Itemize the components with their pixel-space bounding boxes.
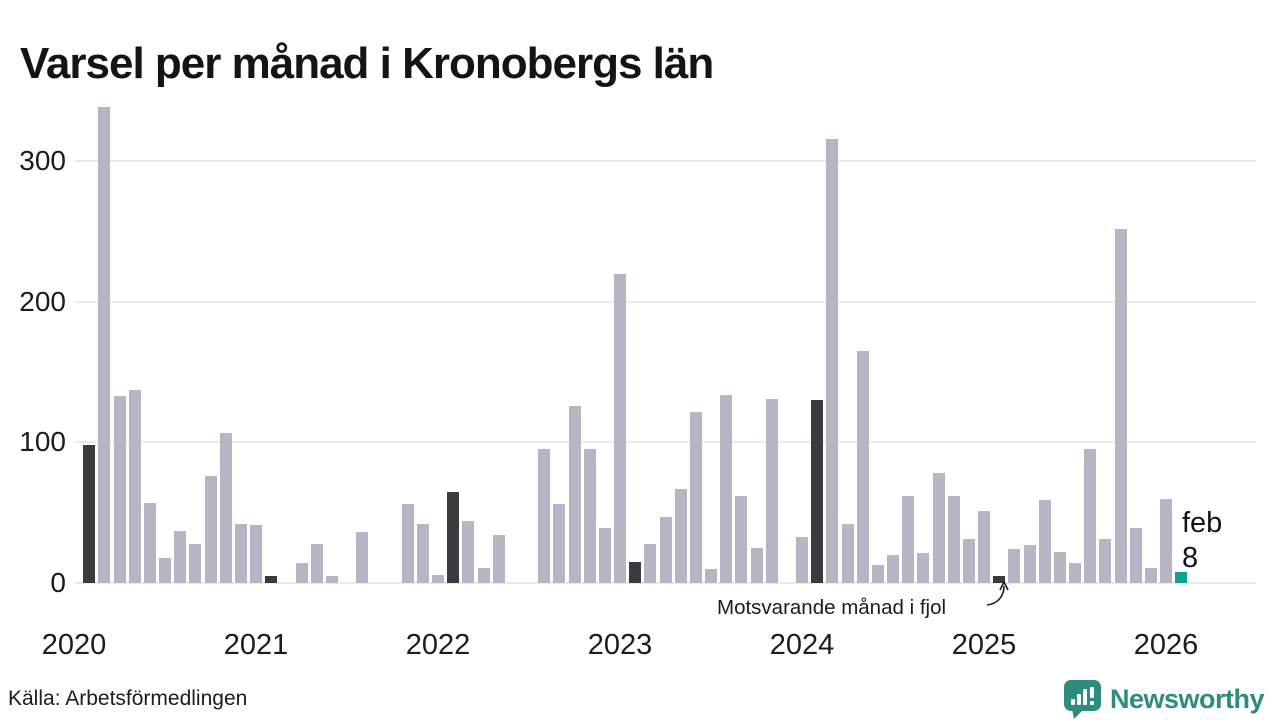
bar-2025-03 xyxy=(1008,549,1020,583)
bar-2020-12 xyxy=(235,524,247,583)
bar-2023-02 xyxy=(629,562,641,583)
newsworthy-logo: Newsworthy xyxy=(1063,680,1265,719)
y-axis-tick-label-0: 0 xyxy=(50,567,66,598)
bar-2021-11 xyxy=(402,504,414,583)
newsworthy-logo-text: Newsworthy xyxy=(1109,684,1265,714)
bar-2023-06 xyxy=(690,412,702,583)
bar-2025-01 xyxy=(978,511,990,583)
bar-2025-08 xyxy=(1084,449,1096,583)
x-axis-tick-label-2023: 2023 xyxy=(587,629,653,661)
bar-2020-02 xyxy=(83,445,95,583)
bar-2022-10 xyxy=(569,406,581,583)
bar-2023-08 xyxy=(720,395,732,583)
bar-2025-11 xyxy=(1130,528,1142,583)
bar-2025-10 xyxy=(1115,229,1127,583)
gridline-100 xyxy=(75,441,1256,444)
bar-2024-04 xyxy=(842,524,854,583)
bar-2024-06 xyxy=(872,565,884,583)
bar-2024-07 xyxy=(887,555,899,583)
bar-2020-03 xyxy=(98,107,110,583)
bar-2023-04 xyxy=(660,517,672,583)
bar-2022-02 xyxy=(447,492,459,583)
x-axis-tick-label-2025: 2025 xyxy=(951,629,1017,661)
current-point-value: 8 xyxy=(1182,541,1199,574)
y-axis-tick-label-200: 200 xyxy=(19,285,66,317)
bar-2020-04 xyxy=(114,396,126,583)
annotation-arrow xyxy=(986,580,1009,606)
bar-2020-08 xyxy=(174,531,186,583)
y-axis-tick-label-100: 100 xyxy=(19,426,66,458)
bar-2023-10 xyxy=(751,548,763,583)
x-axis-tick-label-2021: 2021 xyxy=(223,629,289,661)
bar-2025-12 xyxy=(1145,568,1157,583)
bar-2025-09 xyxy=(1099,539,1111,583)
bar-2020-11 xyxy=(220,433,232,583)
bar-2021-01 xyxy=(250,525,262,583)
bar-2022-04 xyxy=(478,568,490,583)
bar-2021-08 xyxy=(356,532,368,583)
bar-2020-05 xyxy=(129,390,141,583)
bar-2021-06 xyxy=(326,576,338,583)
bar-2020-06 xyxy=(144,503,156,583)
bar-2020-09 xyxy=(189,544,201,583)
bar-2025-06 xyxy=(1054,552,1066,583)
bar-2020-10 xyxy=(205,476,217,583)
current-point-month: feb xyxy=(1182,507,1223,539)
bar-2023-03 xyxy=(644,544,656,583)
bar-2022-09 xyxy=(553,504,565,583)
bar-2025-02 xyxy=(993,576,1005,583)
bar-2026-02 xyxy=(1175,572,1187,583)
bar-2022-05 xyxy=(493,535,505,583)
x-axis-tick-label-2026: 2026 xyxy=(1133,629,1199,661)
bar-2023-01 xyxy=(614,274,626,583)
newsworthy-speech-bubble-chart-icon xyxy=(1063,680,1101,719)
bar-2023-09 xyxy=(735,496,747,583)
bar-2023-07 xyxy=(705,569,717,583)
bar-2024-11 xyxy=(948,496,960,583)
bar-2024-02 xyxy=(811,400,823,583)
bar-2021-12 xyxy=(417,524,429,583)
gridline-300 xyxy=(75,160,1256,163)
bar-2024-09 xyxy=(917,553,929,583)
current-point-label: feb 8 xyxy=(1182,506,1222,576)
bar-2024-08 xyxy=(902,496,914,583)
bar-2025-05 xyxy=(1039,500,1051,583)
source-credit: Källa: Arbetsförmedlingen xyxy=(8,687,248,710)
page-title: Varsel per månad i Kronobergs län xyxy=(20,39,714,89)
bar-2023-11 xyxy=(766,399,778,583)
bar-2025-07 xyxy=(1069,563,1081,583)
x-axis-tick-label-2020: 2020 xyxy=(41,629,107,661)
bar-2024-01 xyxy=(796,537,808,583)
bar-2022-12 xyxy=(599,528,611,583)
bar-2024-03 xyxy=(826,139,838,583)
bar-2020-07 xyxy=(159,558,171,583)
bar-2021-05 xyxy=(311,544,323,583)
bar-2021-04 xyxy=(296,563,308,583)
bar-2024-05 xyxy=(857,351,869,583)
bar-2024-10 xyxy=(933,473,945,583)
gridline-0 xyxy=(75,582,1256,584)
bar-2026-01 xyxy=(1160,499,1172,583)
highlight-annotation-label: Motsvarande månad i fjol xyxy=(717,596,947,619)
gridline-200 xyxy=(75,300,1256,303)
bar-2022-11 xyxy=(584,449,596,583)
x-axis-tick-label-2022: 2022 xyxy=(405,629,471,661)
bar-2024-12 xyxy=(963,539,975,583)
bar-2022-01 xyxy=(432,575,444,583)
bar-2025-04 xyxy=(1024,545,1036,583)
bar-2023-05 xyxy=(675,489,687,583)
bar-2021-02 xyxy=(265,576,277,583)
bar-2022-08 xyxy=(538,449,550,583)
bar-2022-03 xyxy=(462,521,474,583)
y-axis-tick-label-300: 300 xyxy=(19,145,66,177)
x-axis-tick-label-2024: 2024 xyxy=(769,629,835,661)
